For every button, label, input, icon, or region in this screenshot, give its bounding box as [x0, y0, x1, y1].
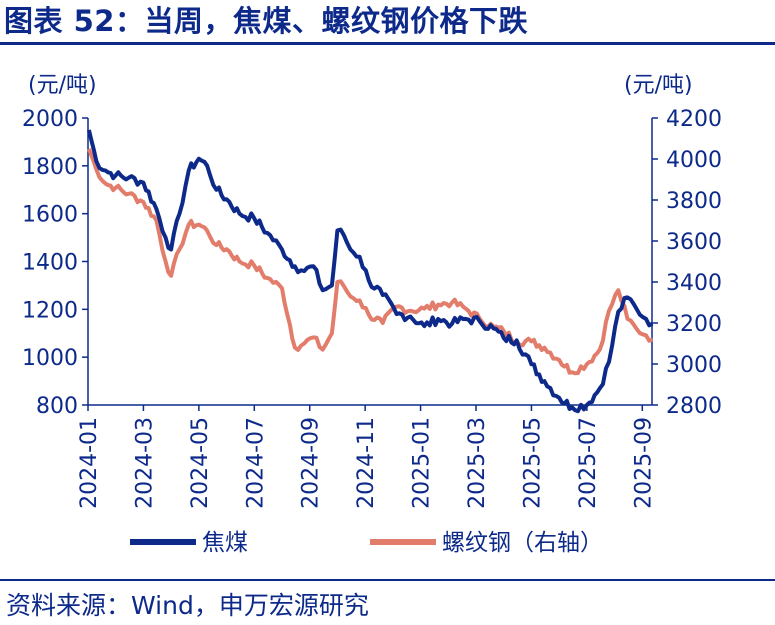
chart-title: 图表 52：当周，焦煤、螺纹钢价格下跌	[4, 4, 528, 38]
series-layer	[86, 129, 654, 414]
right-tick-label: 3800	[666, 189, 722, 214]
right-tick-label: 4000	[666, 148, 722, 173]
right-tick-label: 3000	[666, 353, 722, 378]
x-tick-label: 2024-07	[243, 417, 268, 509]
x-tick-label: 2025-01	[410, 417, 435, 509]
x-tick-label: 2025-03	[465, 417, 490, 509]
legend: 焦煤 螺纹钢（右轴）	[130, 530, 603, 556]
legend-label-rebar: 螺纹钢（右轴）	[442, 530, 603, 556]
left-tick-label: 1600	[22, 203, 78, 228]
x-tick-label: 2025-09	[631, 417, 656, 509]
right-tick-label: 4200	[666, 107, 722, 132]
right-tick-label: 3400	[666, 271, 722, 296]
series-line-rebar	[87, 148, 654, 376]
right-tick-label: 3600	[666, 230, 722, 255]
left-tick-label: 1200	[22, 298, 78, 323]
left-tick-label: 1400	[22, 251, 78, 276]
footer-divider	[0, 579, 775, 581]
x-tick-label: 2024-11	[354, 417, 379, 509]
right-axis-unit: (元/吨)	[624, 73, 693, 98]
source-note: 资料来源：Wind，申万宏源研究	[6, 591, 369, 620]
x-axis: 2024-01 2024-03 2024-05 2024-07 2024-09 2024-…	[77, 404, 656, 509]
left-tick-label: 2000	[22, 107, 78, 132]
left-axis-unit: (元/吨)	[28, 73, 97, 98]
x-tick-label: 2025-05	[520, 417, 545, 509]
x-tick-label: 2024-09	[299, 417, 324, 509]
right-tick-label: 3200	[666, 312, 722, 337]
line-chart: (元/吨) (元/吨) 800100012001400160018002000 …	[22, 73, 722, 556]
left-axis: 800 1000 1200 1400 1600 1800 2000	[22, 107, 89, 419]
x-tick-label: 2025-07	[576, 417, 601, 509]
title-divider	[0, 42, 775, 45]
x-tick-label: 2024-03	[132, 417, 157, 509]
legend-label-coking-coal: 焦煤	[202, 530, 248, 556]
left-tick-label: 1800	[22, 155, 78, 180]
x-tick-label: 2024-01	[77, 417, 102, 509]
right-axis: 2800 3000 3200 3400 3600 3800 4000 4200	[651, 107, 722, 419]
left-tick-label: 1000	[22, 346, 78, 371]
x-tick-label: 2024-05	[188, 417, 213, 509]
left-tick-label: 800	[36, 394, 78, 419]
right-tick-label: 2800	[666, 394, 722, 419]
series-line-coking-coal	[86, 129, 654, 414]
